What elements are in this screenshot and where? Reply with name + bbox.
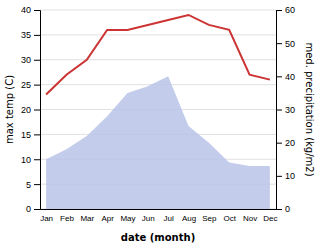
y-axis-line [34, 11, 41, 210]
x-tick-label: Jan [40, 214, 53, 223]
x-tick-label: Jul [164, 214, 174, 223]
y-tick: 30 [21, 55, 40, 65]
y-tick-mark [34, 35, 40, 36]
y2-tick: 60 [276, 5, 295, 15]
y2-tick: 20 [276, 138, 295, 148]
x-tick-label: Dec [263, 214, 277, 223]
y-tick-label: 5 [26, 180, 31, 190]
plot: Jan Feb Mar Apr May Jun Jul Aug Sep Oct Nov Dec 0 5 10… [21, 5, 295, 222]
y2-tick: 30 [276, 105, 295, 115]
y-tick-label: 30 [21, 55, 31, 65]
y-axis-title: max temp (C) [4, 75, 15, 144]
x-tick-label: Nov [243, 214, 257, 223]
x-tick: Jun [142, 209, 155, 223]
y-tick: 35 [21, 30, 40, 40]
y2-tick-label: 60 [285, 5, 295, 15]
y2-tick-label: 0 [285, 204, 290, 214]
y-tick-label: 0 [26, 204, 31, 214]
y-tick-mark [34, 10, 40, 11]
x-tick: Aug [182, 209, 196, 223]
y-tick-label: 20 [21, 105, 31, 115]
x-axis: Jan Feb Mar Apr May Jun Jul Aug Sep Oct Nov Dec [40, 209, 277, 223]
y-tick-mark [34, 209, 40, 210]
x-tick: Jul [164, 209, 174, 223]
y2-tick: 10 [276, 171, 295, 181]
x-tick: Mar [80, 209, 94, 223]
x-tick-label: May [120, 214, 135, 223]
x-tick-label: Aug [182, 214, 196, 223]
y-tick-mark [34, 85, 40, 86]
x-tick: May [120, 209, 135, 223]
x-tick: Jan [40, 209, 53, 223]
y2-tick: 50 [276, 39, 295, 49]
y2-tick-mark [276, 43, 282, 44]
x-tick: Dec [263, 209, 277, 223]
y-tick: 5 [26, 180, 40, 190]
marks [46, 15, 270, 209]
chart: Jan Feb Mar Apr May Jun Jul Aug Sep Oct Nov Dec 0 5 10… [0, 0, 318, 247]
grid-line [40, 59, 276, 60]
x-tick-label: Oct [223, 214, 236, 223]
x-tick: Apr [101, 209, 114, 223]
y2-tick-label: 20 [285, 138, 295, 148]
y-tick-mark [34, 184, 40, 185]
y2-axis: 0 10 20 30 40 50 60 [276, 5, 295, 214]
y2-axis-title: med. precipitation (kg/m2) [304, 42, 315, 176]
y-tick-mark [34, 159, 40, 160]
y-tick: 40 [21, 5, 40, 15]
y-tick-label: 15 [21, 130, 31, 140]
x-tick-label: Mar [80, 214, 94, 223]
y-tick-label: 35 [21, 30, 31, 40]
y-tick-mark [34, 134, 40, 135]
y-tick-label: 25 [21, 80, 31, 90]
y2-tick-mark [276, 76, 282, 77]
y2-tick-mark [276, 110, 282, 111]
y-tick-label: 40 [21, 5, 31, 15]
y2-tick: 0 [276, 204, 290, 214]
y-tick: 0 [26, 204, 40, 214]
y2-tick-mark [276, 209, 282, 210]
y2-tick-label: 50 [285, 39, 295, 49]
y-axis: 0 5 10 15 20 25 30 35 40 [21, 5, 41, 214]
x-tick: Nov [243, 209, 257, 223]
x-tick-label: Sep [202, 214, 217, 223]
y2-tick-mark [276, 10, 282, 11]
area [46, 76, 270, 209]
y-tick: 10 [21, 155, 40, 165]
x-axis-title: date (month) [121, 232, 195, 243]
y2-tick-mark [276, 176, 282, 177]
grid-line [40, 10, 276, 11]
line [46, 15, 270, 95]
y2-tick-label: 10 [285, 171, 295, 181]
grid-line [40, 34, 276, 35]
x-tick: Oct [223, 209, 236, 223]
y-tick: 20 [21, 105, 40, 115]
y-tick-mark [34, 60, 40, 61]
x-tick: Feb [60, 209, 74, 223]
y2-tick-mark [276, 143, 282, 144]
y-tick: 15 [21, 130, 40, 140]
x-tick: Sep [202, 209, 217, 223]
y2-tick-label: 40 [285, 72, 295, 82]
y2-axis-line [277, 11, 283, 210]
y2-tick: 40 [276, 72, 295, 82]
y-tick-mark [34, 110, 40, 111]
x-tick-label: Apr [101, 214, 114, 223]
grid [40, 10, 276, 209]
x-tick-label: Jun [142, 214, 155, 223]
y-tick-label: 10 [21, 155, 31, 165]
y-tick: 25 [21, 80, 40, 90]
x-tick-label: Feb [60, 214, 74, 223]
x-axis-line [41, 209, 277, 210]
y2-tick-label: 30 [285, 105, 295, 115]
